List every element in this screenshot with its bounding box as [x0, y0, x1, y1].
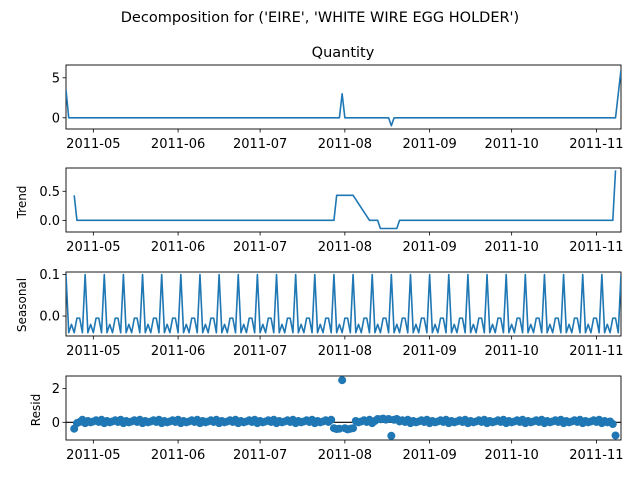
seasonal-ytick-label: 0.0: [39, 310, 60, 325]
trend-xtick-label: 2011-09: [402, 240, 456, 255]
trend-ytick-label: 0.0: [39, 214, 60, 229]
observed-series-line: [66, 69, 621, 127]
panel-resid: Resid 0 2 2011-05 2011-06 2011-07 2011-08 2011…: [29, 375, 624, 463]
seasonal-xtick-label: 2011-08: [318, 344, 372, 359]
resid-ytick-label: 0: [52, 416, 60, 431]
panel-resid-frame: [65, 375, 622, 441]
panel-trend: Trend 0.0 0.5 2011-05 2011-06 2011-07 2011-08…: [15, 167, 624, 255]
seasonal-xtick-label: 2011-05: [66, 344, 120, 359]
resid-xtick-label: 2011-05: [66, 448, 120, 463]
trend-xtick-label: 2011-05: [66, 240, 120, 255]
resid-xtick-label: 2011-10: [484, 448, 538, 463]
observed-xtick-label: 2011-06: [151, 137, 205, 152]
trend-xtick-label: 2011-11: [569, 240, 623, 255]
trend-data: [73, 170, 617, 230]
panel-trend-ylabel: Trend: [15, 186, 29, 220]
resid-point: [387, 431, 396, 440]
panel-seasonal-ylabel: Seasonal: [15, 278, 29, 332]
resid-ytick-label: 2: [52, 382, 60, 397]
panel-observed-title: Quantity: [312, 45, 375, 61]
observed-xtick-label: 2011-07: [233, 137, 287, 152]
seasonal-xtick-label: 2011-06: [151, 344, 205, 359]
panel-seasonal: Seasonal 0.0 0.1 2011-05 2011-06 2011-07 2011…: [15, 268, 624, 359]
observed-xtick-label: 2011-08: [318, 137, 372, 152]
resid-point: [608, 420, 617, 428]
trend-xtick-label: 2011-08: [318, 240, 372, 255]
seasonal-xtick-label: 2011-10: [484, 344, 538, 359]
resid-xtick-label: 2011-09: [402, 448, 456, 463]
observed-xtick-label: 2011-05: [66, 137, 120, 152]
panel-resid-marks: 0 2 2011-05 2011-06 2011-07 2011-08 2011-09 201…: [52, 376, 624, 463]
trend-ytick-label: 0.5: [39, 185, 60, 200]
panel-observed: Quantity 0 5 2011-05 2011-06 2011-07 2011-08 2…: [52, 45, 624, 152]
panel-trend-frame: [65, 167, 622, 233]
resid-xtick-label: 2011-07: [233, 448, 287, 463]
seasonal-xtick-label: 2011-07: [233, 344, 287, 359]
resid-point: [611, 431, 620, 440]
seasonal-ytick-label: 0.1: [39, 268, 60, 283]
seasonal-data: [66, 273, 621, 334]
panel-resid-ylabel: Resid: [29, 394, 43, 426]
panel-trend-marks: 0.0 0.5 2011-05 2011-06 2011-07 2011-08 2011-0…: [39, 170, 624, 255]
panel-observed-marks: 0 5 2011-05 2011-06 2011-07 2011-08 2011-09 201…: [52, 69, 624, 152]
panel-seasonal-marks: 0.0 0.1 2011-05 2011-06 2011-07 2011-08 2011-0…: [39, 268, 623, 359]
trend-xtick-label: 2011-06: [151, 240, 205, 255]
resid-xtick-label: 2011-11: [569, 448, 623, 463]
observed-xtick-label: 2011-11: [569, 137, 623, 152]
panel-seasonal-frame: [65, 271, 622, 337]
resid-point: [327, 415, 336, 424]
resid-xtick-label: 2011-06: [151, 448, 205, 463]
seasonal-xtick-label: 2011-09: [402, 344, 456, 359]
seasonal-xtick-label: 2011-11: [569, 344, 623, 359]
resid-data: [66, 376, 621, 440]
observed-ytick-label: 0: [52, 111, 60, 126]
seasonal-series-line: [66, 273, 621, 334]
observed-xtick-label: 2011-09: [402, 137, 456, 152]
observed-xtick-label: 2011-10: [484, 137, 538, 152]
panel-observed-frame: [65, 64, 622, 130]
figure-title: Decomposition for ('EIRE', 'WHITE WIRE E…: [121, 10, 519, 26]
observed-ytick-label: 5: [52, 71, 60, 86]
trend-xtick-label: 2011-07: [233, 240, 287, 255]
resid-point: [338, 376, 347, 385]
resid-point: [349, 424, 358, 433]
resid-xtick-label: 2011-08: [318, 448, 372, 463]
trend-xtick-label: 2011-10: [484, 240, 538, 255]
trend-series-line: [73, 170, 617, 230]
observed-data: [66, 69, 621, 127]
